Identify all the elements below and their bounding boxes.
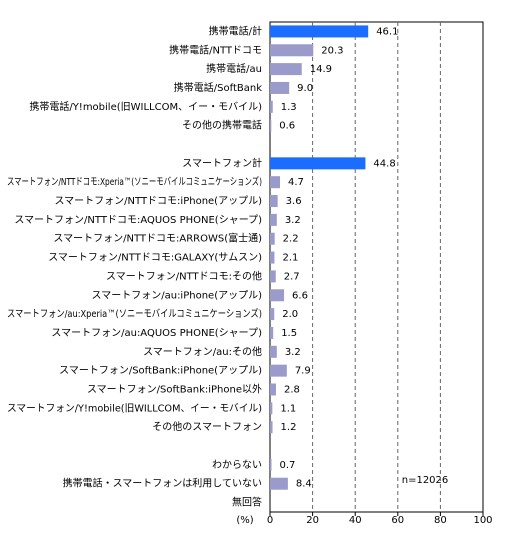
bar	[270, 421, 273, 434]
y-tick-label: 携帯電話/計	[209, 24, 262, 37]
y-tick-label: 携帯電話・スマートフォンは利用していない	[63, 477, 262, 490]
y-tick-label: スマートフォン/au:AQUOS PHONE(シャープ)	[51, 327, 262, 339]
bar	[270, 477, 288, 490]
value-label: 7.9	[295, 366, 311, 377]
y-tick-label: スマートフォン/NTTドコモ:その他	[106, 269, 262, 282]
y-tick-label: スマートフォン/NTTドコモ:Xperia™(ソニーモバイルコミュニケーションズ…	[7, 175, 262, 188]
bar	[270, 458, 272, 471]
bar	[270, 100, 273, 113]
y-tick-label: 携帯電話/Y!mobile(旧WILLCOM、イー・モバイル)	[29, 100, 262, 113]
value-label: 4.7	[288, 177, 304, 188]
value-label: 6.6	[292, 290, 308, 301]
bar	[270, 251, 275, 264]
value-label: 1.1	[280, 403, 296, 414]
bar	[270, 308, 275, 321]
bar	[270, 176, 281, 189]
value-label: 8.4	[296, 479, 312, 490]
bar	[270, 364, 287, 377]
value-label: 1.5	[281, 328, 297, 339]
y-tick-label: スマートフォン/Y!mobile(旧WILLCOM、イー・モバイル)	[7, 402, 262, 414]
value-label: 44.8	[373, 158, 395, 169]
y-tick-label: スマートフォン計	[182, 156, 262, 169]
value-label: 46.1	[376, 26, 398, 37]
value-label: 2.8	[284, 385, 300, 396]
y-tick-label: その他の携帯電話	[182, 119, 262, 132]
x-axis-label: (%)	[236, 515, 253, 526]
y-tick-label: スマートフォン/NTTドコモ:GALAXY(サムスン)	[48, 252, 262, 264]
y-tick-label: 携帯電話/au	[206, 62, 262, 75]
y-tick-label: スマートフォン/NTTドコモ:ARROWS(富士通)	[53, 232, 262, 245]
value-label: 2.7	[284, 271, 300, 282]
y-tick-label: その他のスマートフォン	[152, 420, 262, 433]
x-tick-label: 60	[391, 515, 404, 526]
bar	[270, 213, 277, 226]
value-label: 1.2	[281, 422, 297, 433]
value-label: 3.2	[285, 347, 301, 358]
x-tick-label: 0	[267, 515, 273, 526]
bar	[270, 345, 277, 358]
y-tick-label: 携帯電話/NTTドコモ	[169, 43, 262, 56]
value-label: 1.3	[281, 102, 297, 113]
value-label: 0.6	[279, 121, 295, 132]
value-label: 14.9	[310, 64, 332, 75]
y-tick-label: スマートフォン/NTTドコモ:iPhone(アップル)	[54, 195, 262, 207]
bar	[270, 270, 276, 283]
x-tick-label: 80	[434, 515, 447, 526]
bar	[270, 326, 274, 339]
y-tick-label: スマートフォン/au:iPhone(アップル)	[92, 289, 263, 301]
bar	[270, 232, 275, 245]
y-tick-label: スマートフォン/au:Xperia™(ソニーモバイルコミュニケーションズ)	[7, 307, 262, 320]
value-label: 9.0	[297, 83, 313, 94]
bar	[270, 402, 273, 415]
y-tick-label: スマートフォン/SoftBank:iPhone以外	[87, 384, 262, 396]
value-label: 2.1	[282, 253, 298, 264]
y-tick-label: わからない	[212, 459, 262, 471]
y-tick-label: 携帯電話/SoftBank	[174, 81, 262, 94]
y-tick-label: 無回答	[232, 496, 262, 509]
y-tick-label: スマートフォン/NTTドコモ:AQUOS PHONE(シャープ)	[14, 214, 262, 226]
bar	[270, 81, 290, 94]
x-tick-label: 100	[473, 515, 492, 526]
bar	[270, 25, 369, 38]
x-tick-label: 20	[306, 515, 319, 526]
plot-area	[269, 21, 484, 513]
bar	[270, 119, 272, 132]
value-label: 2.2	[283, 234, 299, 245]
value-label: 3.2	[285, 215, 301, 226]
bar	[270, 44, 314, 57]
annotation: n=12026	[402, 475, 449, 486]
bar	[270, 195, 278, 208]
bar	[270, 289, 285, 302]
bar	[270, 157, 366, 170]
bar	[270, 383, 276, 396]
y-tick-label: スマートフォン/SoftBank:iPhone(アップル)	[59, 365, 262, 377]
bar	[270, 63, 302, 76]
value-label: 0.7	[279, 460, 295, 471]
value-label: 2.0	[282, 309, 298, 320]
value-label: 3.6	[286, 196, 302, 207]
y-tick-label: スマートフォン/au:その他	[143, 345, 262, 358]
value-label: 20.3	[321, 45, 343, 56]
x-tick-label: 40	[349, 515, 362, 526]
